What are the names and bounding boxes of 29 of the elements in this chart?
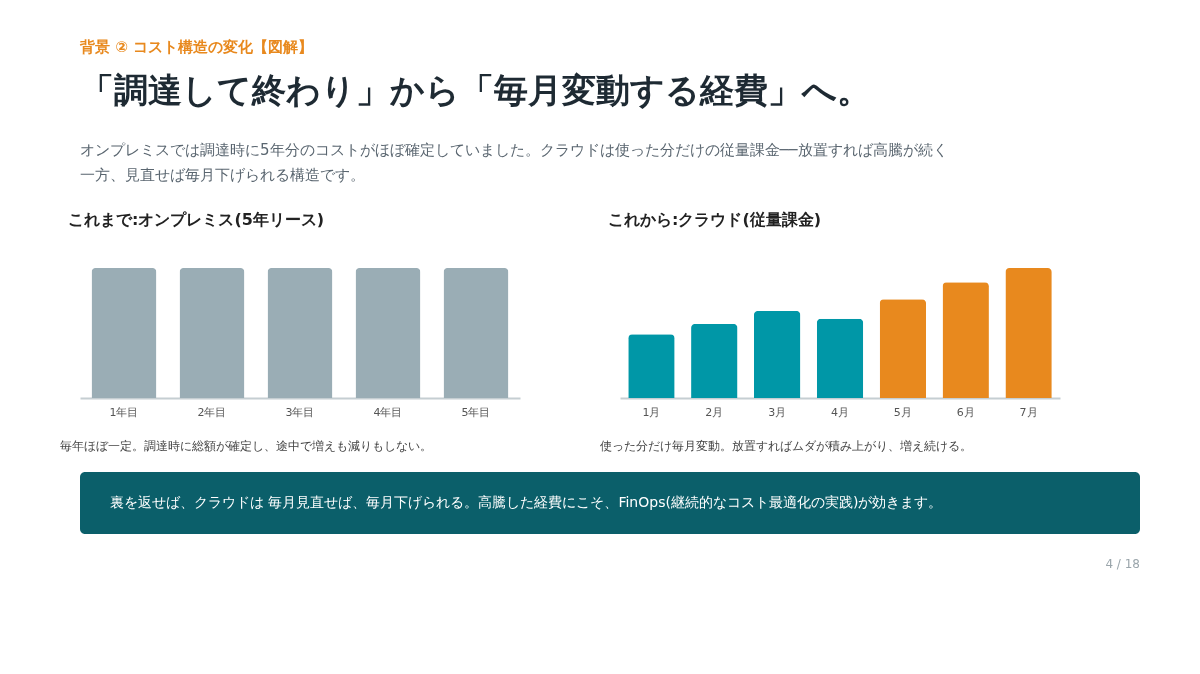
x-tick-label: 3年目: [285, 405, 315, 419]
bar: [691, 323, 738, 398]
text: 背景 ② コスト構造の変化【図解】: [79, 38, 314, 56]
bar: [1005, 268, 1052, 398]
x-tick-label: 7月: [1019, 405, 1038, 419]
bar: [816, 318, 864, 398]
chart-title: これまで:オンプレミス(5年リース): [68, 210, 325, 229]
x-tick-label: 4年目: [373, 405, 403, 419]
text: 4 / 18: [1105, 557, 1140, 571]
bar: [879, 299, 927, 398]
x-tick-label: 2月: [705, 405, 724, 419]
chart-title: これから:クラウド(従量課金): [608, 210, 822, 229]
x-tick-label: 3月: [768, 405, 787, 419]
text: オンプレミスでは調達時に5年分のコストがほぼ確定していました。クラウドは使った分だけの従量課金──放置すれば高騰が続く: [80, 141, 948, 159]
bar: [942, 282, 989, 398]
x-tick-label: 1月: [642, 405, 661, 419]
x-tick-label: 1年目: [109, 405, 139, 419]
text: 毎年ほぼ一定。調達時に総額が確定し、途中で増えも減りもしない。: [60, 439, 432, 453]
bar: [628, 334, 675, 398]
x-tick-label: 6月: [956, 405, 975, 419]
x-tick-label: 5年目: [461, 405, 491, 419]
text: 一方、見直せば毎月下げられる構造です。: [80, 166, 365, 184]
x-tick-label: 5月: [893, 405, 912, 419]
text: 「調達して終わり」から「毎月変動する経費」へ。: [80, 70, 871, 110]
x-tick-label: 4月: [831, 405, 849, 419]
text: 使った分だけ毎月変動。放置すればムダが積み上がり、増え続ける。: [600, 439, 972, 453]
text: 裏を返せば、クラウドは 毎月見直せば、毎月下げられる。高騰した経費にこそ、FinOps(継続的なコスト最適化の実践)が効きます。: [110, 494, 943, 510]
bar: [753, 310, 801, 398]
x-tick-label: 2年目: [197, 405, 227, 419]
